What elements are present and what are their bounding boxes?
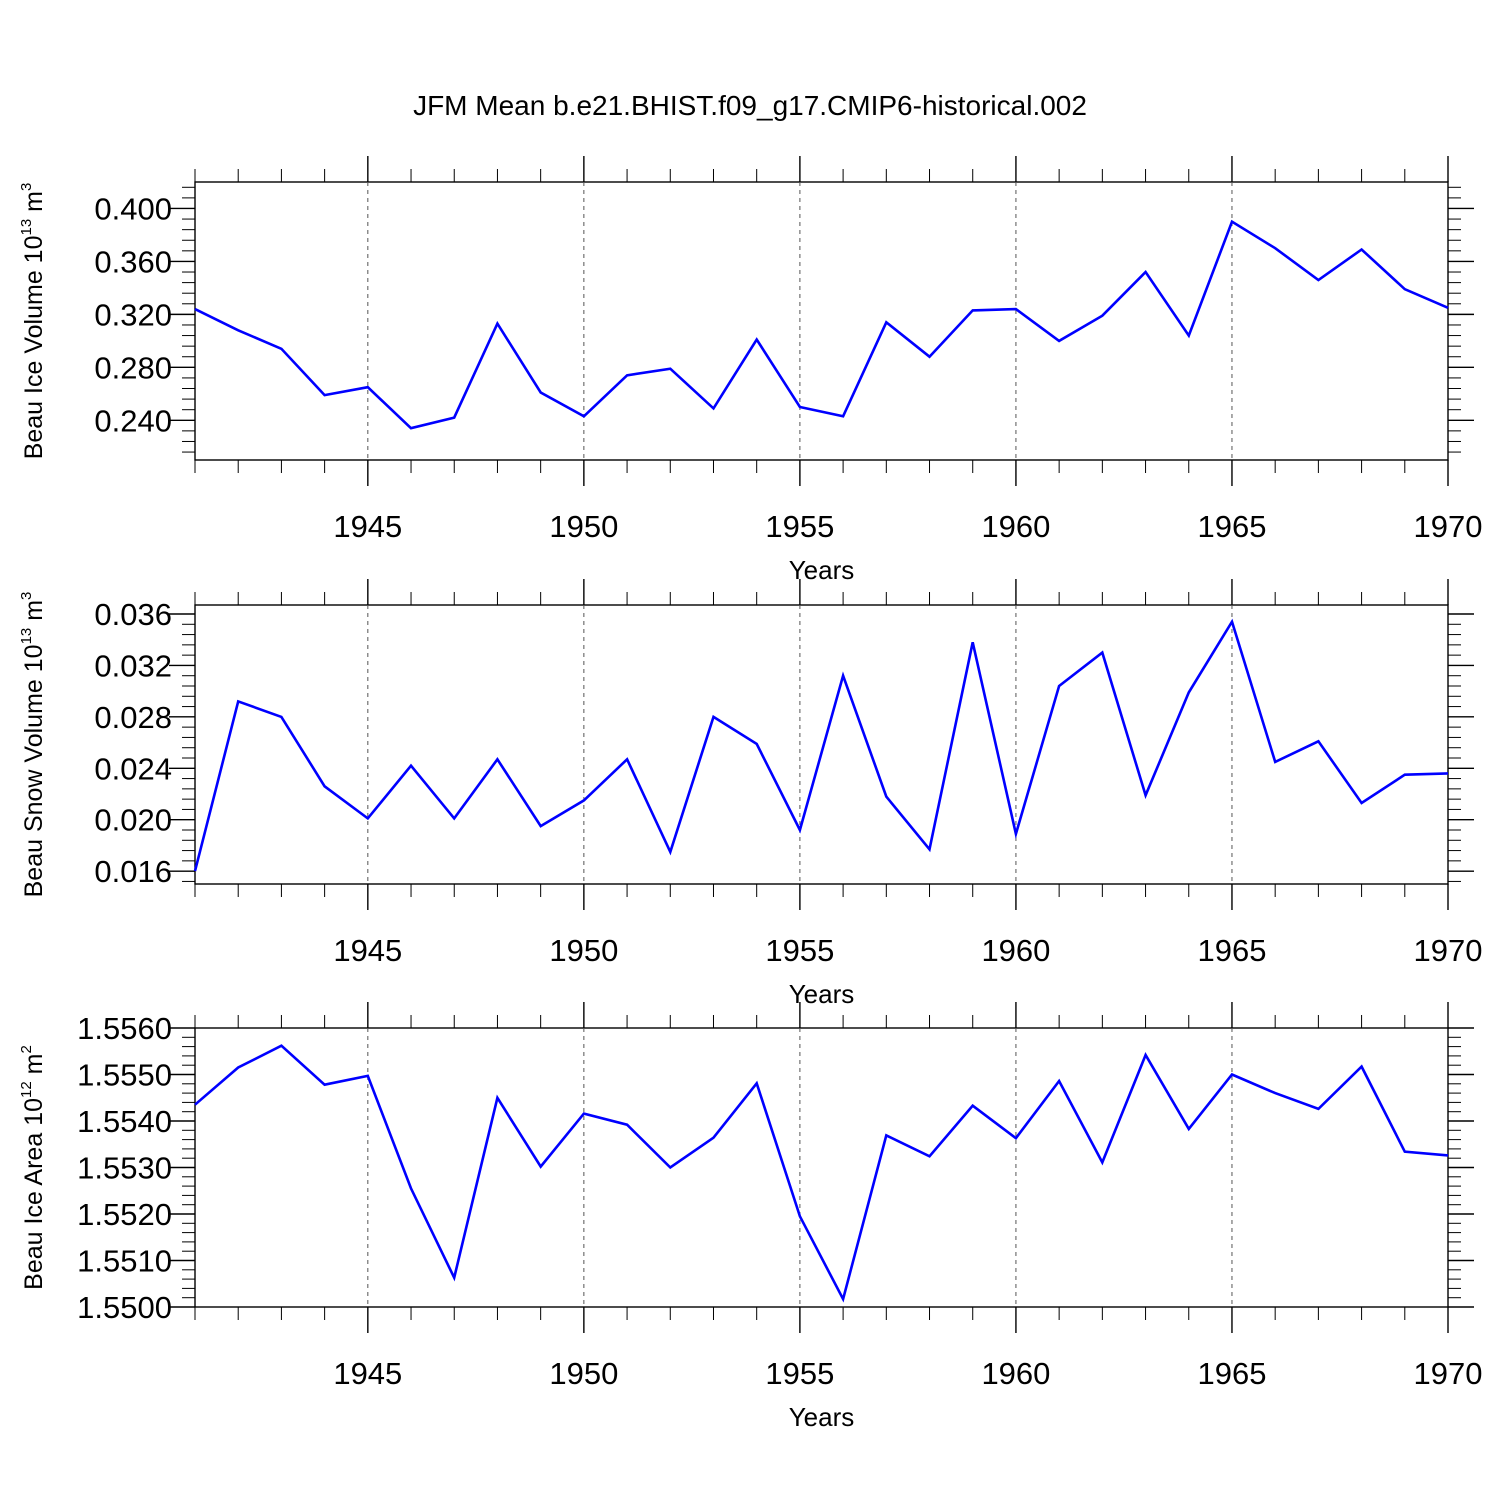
y-tick-label: 0.360 <box>94 244 172 279</box>
y-axis-label-superscript: 2 <box>18 1045 35 1053</box>
y-tick-label: 1.5530 <box>77 1151 172 1186</box>
y-tick-label: 0.036 <box>94 597 172 632</box>
y-axis-label-part: Beau Snow Volume 10 <box>20 644 48 897</box>
y-axis-label-superscript: 3 <box>18 183 35 191</box>
x-tick-label: 1950 <box>549 509 618 544</box>
y-axis-label-superscript: 13 <box>18 628 35 645</box>
x-tick-label: 1965 <box>1197 933 1266 968</box>
panel-3: 1945 1950 1955 1960 1965 1970 1.5500 1.5510 1.55… <box>18 1002 1482 1432</box>
y-tick-label: 0.028 <box>94 700 172 735</box>
y-tick-label: 0.032 <box>94 648 172 683</box>
y-tick-label: 1.5510 <box>77 1244 172 1279</box>
x-axis-label: Years <box>789 1402 855 1432</box>
y-tick-label: 0.280 <box>94 350 172 385</box>
y-axis-label-part: Beau Ice Volume 10 <box>20 236 48 460</box>
x-tick-label: 1970 <box>1414 933 1483 968</box>
y-tick-label: 0.020 <box>94 803 172 838</box>
x-tick-label: 1955 <box>765 933 834 968</box>
x-tick-label: 1955 <box>765 1356 834 1391</box>
y-tick-label: 1.5540 <box>77 1104 172 1139</box>
x-axis-label: Years <box>789 555 855 585</box>
y-axis-label-superscript: 3 <box>18 592 35 600</box>
y-axis-label: Beau Ice Area 1012 m2 <box>18 1045 48 1290</box>
y-axis-label-superscript: 13 <box>18 219 35 236</box>
chart-title: JFM Mean b.e21.BHIST.f09_g17.CMIP6-histo… <box>413 90 1087 121</box>
x-tick-label: 1960 <box>981 1356 1050 1391</box>
x-tick-label: 1970 <box>1414 509 1483 544</box>
x-tick-label: 1945 <box>333 509 402 544</box>
panel-2: 1945 1950 1955 1960 1965 1970 0.016 0.020 0.024 0… <box>18 579 1482 1009</box>
x-tick-label: 1950 <box>549 933 618 968</box>
x-tick-label: 1955 <box>765 509 834 544</box>
x-tick-label: 1945 <box>333 933 402 968</box>
y-tick-label: 0.016 <box>94 854 172 889</box>
y-axis-label-part: Beau Ice Area 10 <box>20 1098 48 1290</box>
x-tick-label: 1960 <box>981 509 1050 544</box>
panel-1: 1945 1950 1955 1960 1965 1970 0.240 0.280 0.320 0… <box>18 156 1482 585</box>
x-tick-label: 1965 <box>1197 1356 1266 1391</box>
series-line <box>194 219 1449 430</box>
x-tick-label: 1970 <box>1414 1356 1483 1391</box>
y-tick-label: 0.400 <box>94 191 172 226</box>
series-line <box>193 618 1449 872</box>
plot-frame <box>194 181 1449 461</box>
y-tick-label: 0.024 <box>94 751 172 786</box>
y-tick-label: 1.5550 <box>77 1058 172 1093</box>
x-tick-label: 1965 <box>1197 509 1266 544</box>
x-tick-label: 1960 <box>981 933 1050 968</box>
plot-frame <box>194 1027 1449 1308</box>
y-tick-label: 1.5520 <box>77 1197 172 1232</box>
series-line <box>194 1044 1449 1303</box>
y-axis-label-part: m <box>20 191 48 219</box>
plot-frame <box>194 604 1449 885</box>
y-tick-label: 0.240 <box>94 403 172 438</box>
y-tick-label: 1.5560 <box>77 1011 172 1046</box>
x-tick-label: 1950 <box>549 1356 618 1391</box>
y-axis-label-superscript: 12 <box>18 1081 35 1098</box>
y-axis-label: Beau Ice Volume 1013 m3 <box>18 183 48 460</box>
x-tick-label: 1945 <box>333 1356 402 1391</box>
y-tick-label: 0.320 <box>94 297 172 332</box>
y-tick-label: 1.5500 <box>77 1290 172 1325</box>
y-axis-label-part: m <box>20 1054 48 1082</box>
x-axis-label: Years <box>789 979 855 1009</box>
y-axis-label: Beau Snow Volume 1013 m3 <box>18 592 48 898</box>
y-axis-label-part: m <box>20 600 48 628</box>
